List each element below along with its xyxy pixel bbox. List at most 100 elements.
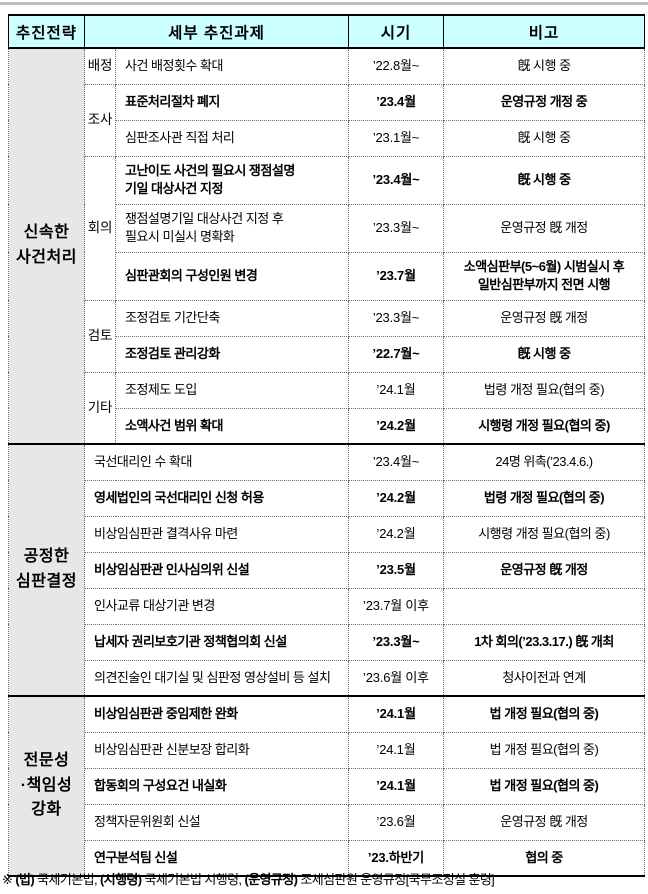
cell-note: 1차 회의(’23.3.17.) 旣 개최	[443, 623, 645, 661]
cell-note: 운영규정 旣 개정	[443, 203, 645, 253]
cell-time: ’22.7월~	[348, 335, 444, 373]
cell-time: ’23.5월	[348, 551, 444, 589]
top-divider-rule	[0, 2, 648, 5]
cell-note: 법 개정 필요(협의 중)	[443, 731, 645, 769]
cell-task: 합동회의 구성요건 내실화	[84, 767, 349, 805]
cell-note: 법령 개정 필요(협의 중)	[443, 479, 645, 517]
cell-note: 시행령 개정 필요(협의 중)	[443, 407, 645, 445]
cell-task: 인사교류 대상기관 변경	[84, 587, 349, 625]
cell-task: 연구분석팀 신설	[84, 839, 349, 877]
cell-group: 기타	[84, 371, 116, 445]
table-row: 심판조사관 직접 처리 ’23.1월~ 旣 시행 중	[9, 119, 645, 157]
footnote-term-decree: (시행령)	[99, 872, 142, 887]
table-row: 전문성 ·책임성 강화 비상임심판관 중임제한 완화 ’24.1월 법 개정 필…	[8, 695, 645, 877]
cell-task: 조정제도 도입	[115, 371, 349, 409]
cell-time: ’24.2월	[348, 407, 444, 445]
table-row: 기타 조정제도 도입 ’24.1월 법령 개정 필요(협의 중)	[9, 371, 645, 445]
table-row: 비상임심판관 결격사유 마련 ’24.2월 시행령 개정 필요(협의 중)	[9, 515, 645, 553]
cell-note: 운영규정 旣 개정	[443, 299, 645, 337]
footnote-text: 국세기본법 시행령,	[141, 872, 245, 887]
table-row: 공정한 심판결정 국선대리인 수 확대 ’23.4월~ 24명 위촉(’23.4…	[8, 443, 645, 697]
table-row: 납세자 권리보호기관 정책협의회 신설 ’23.3월~ 1차 회의(’23.3.…	[9, 623, 645, 661]
cell-note: 24명 위촉(’23.4.6.)	[443, 443, 645, 481]
table-row: 정책자문위원회 신설 ’23.6월 운영규정 旣 개정	[9, 803, 645, 841]
col-header-time: 시기	[348, 14, 444, 49]
cell-time: ’23.1월~	[348, 119, 444, 157]
cell-time: ’22.8월~	[348, 47, 444, 85]
cell-note: 시행령 개정 필요(협의 중)	[443, 515, 645, 553]
table-row: 조사 표준처리절차 폐지 ’23.4월 운영규정 개정 중	[9, 83, 645, 157]
cell-group: 배정	[84, 47, 116, 85]
cell-time: ’23.4월	[348, 83, 444, 121]
footnote-text: 조세심판원 운영규정[국무조정실 훈령]	[297, 872, 495, 887]
cell-time: ’24.1월	[348, 767, 444, 805]
cell-task: 조정검토 관리강화	[115, 335, 349, 373]
cell-note: 旣 시행 중	[443, 47, 645, 85]
cell-time: ’23.6월	[348, 803, 444, 841]
cell-time: ’23.7월 이후	[348, 587, 444, 625]
cell-note: 旣 시행 중	[443, 155, 645, 205]
cell-task: 비상임심판관 중임제한 완화	[84, 695, 349, 733]
cell-task: 비상임심판관 신분보장 합리화	[84, 731, 349, 769]
cell-group: 검토	[84, 299, 116, 373]
cell-time: ’23.4월~	[348, 443, 444, 481]
cell-note	[443, 587, 645, 625]
footnote-term-law: (법)	[15, 872, 35, 887]
cell-time: ’23.4월~	[348, 155, 444, 205]
cell-note: 법 개정 필요(협의 중)	[443, 695, 645, 733]
cell-strategy-2: 공정한 심판결정	[8, 443, 85, 697]
table-row: 조정검토 관리강화 ’22.7월~ 旣 시행 중	[9, 335, 645, 373]
cell-group: 회의	[84, 155, 116, 301]
cell-note: 청사이전과 연계	[443, 659, 645, 697]
cell-strategy-3: 전문성 ·책임성 강화	[8, 695, 85, 877]
cell-time: ’24.1월	[348, 731, 444, 769]
cell-time: ’23.3월~	[348, 299, 444, 337]
cell-time: ’24.2월	[348, 479, 444, 517]
cell-task: 심판관회의 구성인원 변경	[115, 251, 349, 301]
table-row: 비상임심판관 신분보장 합리화 ’24.1월 법 개정 필요(협의 중)	[9, 731, 645, 769]
cell-time: ’23.3월~	[348, 203, 444, 253]
table-row: 검토 조정검토 기간단축 ’23.3월~ 운영규정 旣 개정	[9, 299, 645, 373]
cell-note: 법령 개정 필요(협의 중)	[443, 371, 645, 409]
table-row: 신속한 사건처리 배정 사건 배정횟수 확대 ’22.8월~ 旣 시행 중	[8, 47, 645, 445]
action-plan-table: 추진전략 세부 추진과제 시기 비고 신속한 사건처리 배정 사건 배정횟수 확…	[8, 14, 645, 877]
cell-task: 국선대리인 수 확대	[84, 443, 349, 481]
footnote: ※ (법) 국세기본법, (시행령) 국세기본법 시행령, (운영규정) 조세심…	[2, 869, 648, 888]
cell-group: 조사	[84, 83, 116, 157]
cell-task: 쟁점설명기일 대상사건 지정 후 필요시 미실시 명확화	[115, 203, 349, 253]
cell-task: 의견진술인 대기실 및 심판정 영상설비 등 설치	[84, 659, 349, 697]
table-row: 비상임심판관 인사심의위 신설 ’23.5월 운영규정 旣 개정	[9, 551, 645, 589]
cell-note: 운영규정 개정 중	[443, 83, 645, 121]
col-header-task: 세부 추진과제	[84, 14, 349, 49]
cell-time: ’24.2월	[348, 515, 444, 553]
table-row: 연구분석팀 신설 ’23.하반기 협의 중	[9, 839, 645, 877]
cell-task: 심판조사관 직접 처리	[115, 119, 349, 157]
table-row: 합동회의 구성요건 내실화 ’24.1월 법 개정 필요(협의 중)	[9, 767, 645, 805]
cell-time: ’23.3월~	[348, 623, 444, 661]
cell-task: 정책자문위원회 신설	[84, 803, 349, 841]
cell-task: 소액사건 범위 확대	[115, 407, 349, 445]
cell-note: 旣 시행 중	[443, 119, 645, 157]
table-row: 의견진술인 대기실 및 심판정 영상설비 등 설치 ’23.6월 이후 청사이전…	[9, 659, 645, 697]
table-row: 영세법인의 국선대리인 신청 허용 ’24.2월 법령 개정 필요(협의 중)	[9, 479, 645, 517]
cell-note: 운영규정 旣 개정	[443, 551, 645, 589]
cell-note: 협의 중	[443, 839, 645, 877]
cell-task: 영세법인의 국선대리인 신청 허용	[84, 479, 349, 517]
col-header-note: 비고	[443, 14, 645, 49]
table-row: 심판관회의 구성인원 변경 ’23.7월 소액심판부(5~6월) 시범실시 후 …	[9, 251, 645, 301]
cell-note: 소액심판부(5~6월) 시범실시 후 일반심판부까지 전면 시행	[443, 251, 645, 301]
cell-task: 조정검토 기간단축	[115, 299, 349, 337]
cell-task: 표준처리절차 폐지	[115, 83, 349, 121]
footnote-text: 국세기본법,	[34, 872, 100, 887]
cell-time: ’23.6월 이후	[348, 659, 444, 697]
cell-task: 납세자 권리보호기관 정책협의회 신설	[84, 623, 349, 661]
cell-note: 旣 시행 중	[443, 335, 645, 373]
col-header-strategy: 추진전략	[8, 14, 85, 49]
footnote-marker: ※	[2, 872, 16, 887]
cell-task: 비상임심판관 결격사유 마련	[84, 515, 349, 553]
footnote-term-regulation: (운영규정)	[244, 872, 298, 887]
cell-task: 사건 배정횟수 확대	[115, 47, 349, 85]
table-row: 회의 고난이도 사건의 필요시 쟁점설명 기일 대상사건 지정 ’23.4월~ …	[9, 155, 645, 301]
cell-task: 고난이도 사건의 필요시 쟁점설명 기일 대상사건 지정	[115, 155, 349, 205]
cell-strategy-1: 신속한 사건처리	[8, 47, 85, 445]
